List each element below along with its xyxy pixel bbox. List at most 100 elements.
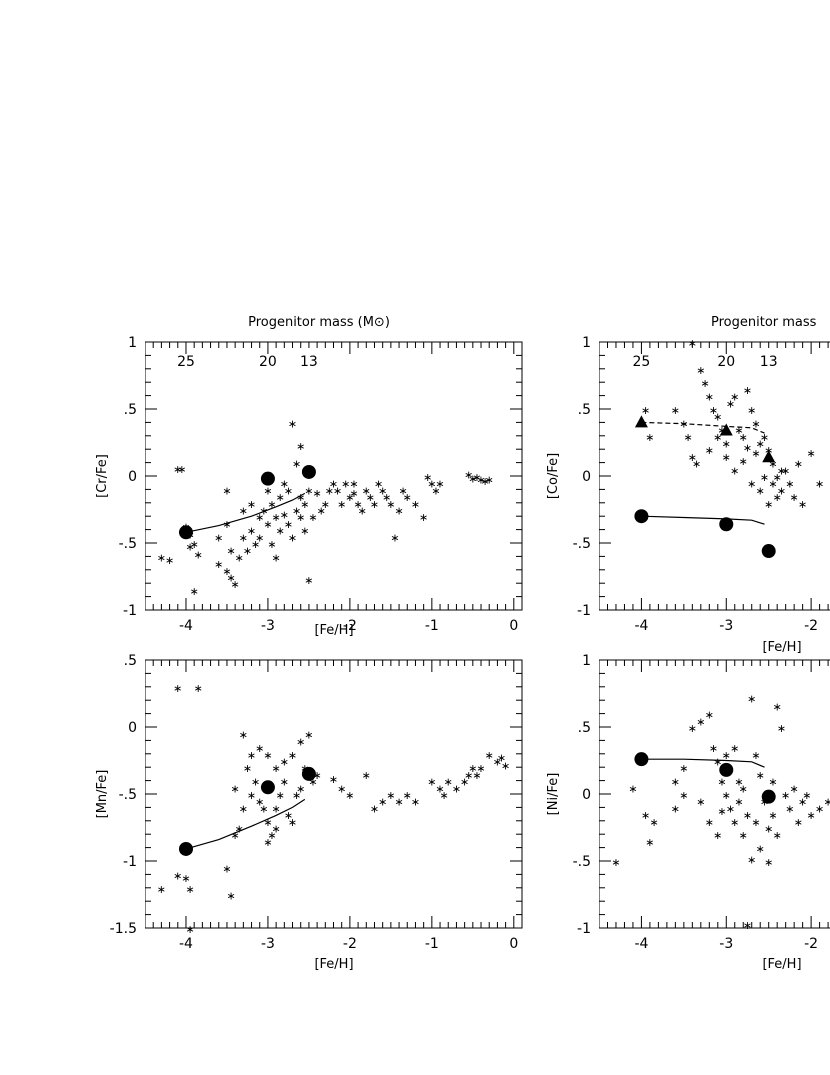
- star-point: ∗: [276, 491, 285, 504]
- star-point: ∗: [288, 816, 297, 829]
- star-point: ∗: [734, 424, 743, 437]
- star-point: ∗: [374, 478, 383, 491]
- star-point: ∗: [464, 468, 473, 481]
- star-point: ∗: [823, 796, 830, 809]
- star-point: ∗: [452, 782, 461, 795]
- star-point: ∗: [173, 682, 182, 695]
- star-point: ∗: [423, 471, 432, 484]
- model-point: [260, 780, 275, 795]
- star-point: ∗: [362, 769, 371, 782]
- plot-frame: [145, 659, 523, 929]
- star-point: ∗: [760, 431, 769, 444]
- star-point: ∗: [705, 391, 714, 404]
- star-point: ∗: [798, 796, 807, 809]
- star-point: ∗: [734, 796, 743, 809]
- star-point: ∗: [222, 484, 231, 497]
- star-point: ∗: [214, 531, 223, 544]
- star-point: ∗: [272, 511, 281, 524]
- y-tick-label: -.5: [119, 787, 137, 803]
- star-point: ∗: [790, 491, 799, 504]
- star-point: ∗: [751, 749, 760, 762]
- panel-mn-fe: [Fe/H] [Mn/Fe] -4 -3 -2 -1 0 -1.5 -1 -.5…: [95, 653, 523, 972]
- star-point: ∗: [700, 377, 709, 390]
- model-point: [178, 841, 193, 856]
- y-tick-label: 1: [128, 335, 137, 351]
- x-tick-label: -3: [261, 618, 275, 634]
- plot-frame: [599, 659, 830, 929]
- star-point: ∗: [267, 538, 276, 551]
- star-point: ∗: [185, 923, 194, 936]
- star-point: ∗: [730, 464, 739, 477]
- star-point: ∗: [263, 836, 272, 849]
- star-point: ∗: [280, 776, 289, 789]
- star-point: ∗: [734, 776, 743, 789]
- star-point: ∗: [337, 782, 346, 795]
- star-point: ∗: [341, 478, 350, 491]
- star-point: ∗: [226, 545, 235, 558]
- star-point: ∗: [267, 829, 276, 842]
- star-point: ∗: [386, 498, 395, 511]
- panel-ni-fe: [Fe/H] [Ni/Fe] -4 -3 -2 -1 -.5 0 .5 1 ∗∗…: [546, 653, 830, 972]
- star-point: ∗: [650, 816, 659, 829]
- star-point: ∗: [497, 751, 506, 764]
- star-point: ∗: [696, 796, 705, 809]
- plot-area: ∗∗∗∗∗∗∗∗∗∗∗∗∗∗∗∗∗∗∗∗∗∗∗∗∗∗∗∗∗∗∗∗∗∗∗∗∗∗∗∗…: [145, 341, 523, 611]
- star-point: ∗: [777, 484, 786, 497]
- star-point: ∗: [349, 487, 358, 500]
- star-point: ∗: [378, 796, 387, 809]
- model-point: [634, 509, 649, 524]
- y-tick-label: -.5: [119, 536, 137, 552]
- star-point: ∗: [756, 484, 765, 497]
- star-point: ∗: [173, 463, 182, 476]
- star-point: ∗: [468, 762, 477, 775]
- star-point: ∗: [284, 809, 293, 822]
- y-tick-label: -1: [123, 603, 137, 619]
- star-point: ∗: [645, 836, 654, 849]
- star-point: ∗: [781, 789, 790, 802]
- y-tick-label: -1: [577, 603, 591, 619]
- star-point: ∗: [717, 424, 726, 437]
- model-point: [301, 766, 316, 781]
- star-point: ∗: [272, 551, 281, 564]
- star-point: ∗: [730, 391, 739, 404]
- star-point: ∗: [464, 769, 473, 782]
- star-point: ∗: [370, 498, 379, 511]
- star-point: ∗: [611, 856, 620, 869]
- star-point: ∗: [713, 411, 722, 424]
- star-point: ∗: [239, 531, 248, 544]
- star-point: ∗: [362, 484, 371, 497]
- star-point: ∗: [263, 484, 272, 497]
- star-point: ∗: [231, 782, 240, 795]
- star-point: ∗: [722, 451, 731, 464]
- y-tick-label: 1: [582, 653, 591, 669]
- star-point: ∗: [284, 518, 293, 531]
- star-point: ∗: [768, 458, 777, 471]
- plot-area: ∗∗∗∗∗∗∗∗∗∗∗∗∗∗∗∗∗∗∗∗∗∗∗∗∗∗∗∗∗∗∗∗∗∗∗∗∗∗∗∗…: [145, 659, 523, 936]
- x-tick-label: -2: [804, 618, 818, 634]
- star-point: ∗: [773, 491, 782, 504]
- star-point: ∗: [292, 789, 301, 802]
- star-point: ∗: [222, 518, 231, 531]
- star-point: ∗: [713, 829, 722, 842]
- star-point: ∗: [394, 505, 403, 518]
- star-point: ∗: [431, 484, 440, 497]
- star-point: ∗: [394, 796, 403, 809]
- star-point: ∗: [427, 478, 436, 491]
- star-point: ∗: [751, 417, 760, 430]
- star-point: ∗: [304, 484, 313, 497]
- star-point: ∗: [255, 742, 264, 755]
- star-point: ∗: [222, 565, 231, 578]
- star-point: ∗: [263, 518, 272, 531]
- x-axis-label: [Fe/H]: [314, 623, 353, 638]
- y-tick-label: .5: [124, 402, 137, 418]
- star-point: ∗: [255, 511, 264, 524]
- y-tick-label: 1: [582, 335, 591, 351]
- star-point: ∗: [747, 853, 756, 866]
- star-point: ∗: [247, 525, 256, 538]
- star-point: ∗: [671, 802, 680, 815]
- star-point: ∗: [777, 464, 786, 477]
- plot-area: ∗∗∗∗∗∗∗∗∗∗∗∗∗∗∗∗∗∗∗∗∗∗∗∗∗∗∗∗∗∗∗∗∗∗∗∗∗∗∗∗…: [599, 659, 830, 932]
- star-point: ∗: [157, 883, 166, 896]
- star-point: ∗: [284, 484, 293, 497]
- star-point: ∗: [726, 802, 735, 815]
